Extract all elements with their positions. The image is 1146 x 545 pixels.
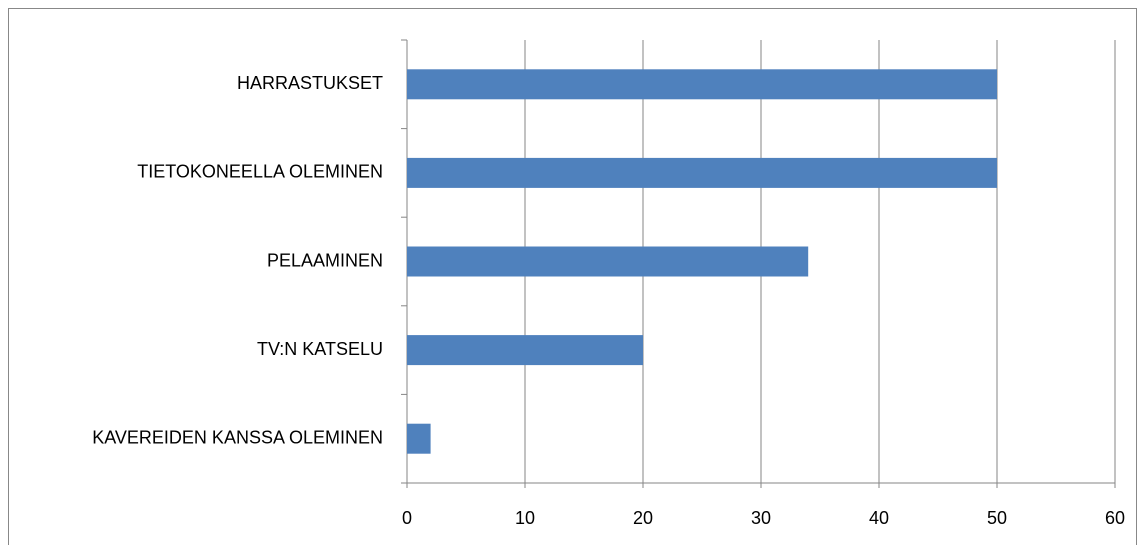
y-tick-label: TIETOKONEELLA OLEMINEN (137, 162, 383, 182)
x-tick-label: 0 (402, 508, 412, 528)
x-tick-label: 50 (987, 508, 1007, 528)
bar (407, 157, 997, 188)
chart-border (8, 8, 1137, 545)
bar (407, 69, 997, 100)
y-tick-label: TV:N KATSELU (257, 339, 383, 359)
x-tick-label: 20 (633, 508, 653, 528)
y-tick-label: PELAAMINEN (267, 250, 383, 270)
x-tick-label: 10 (515, 508, 535, 528)
x-tick-label: 40 (869, 508, 889, 528)
y-tick-label: KAVEREIDEN KANSSA OLEMINEN (92, 427, 383, 447)
bar (407, 423, 431, 454)
bar (407, 335, 643, 366)
bar (407, 246, 809, 277)
y-tick-label: HARRASTUKSET (237, 73, 383, 93)
x-tick-label: 30 (751, 508, 771, 528)
x-tick-label: 60 (1105, 508, 1125, 528)
